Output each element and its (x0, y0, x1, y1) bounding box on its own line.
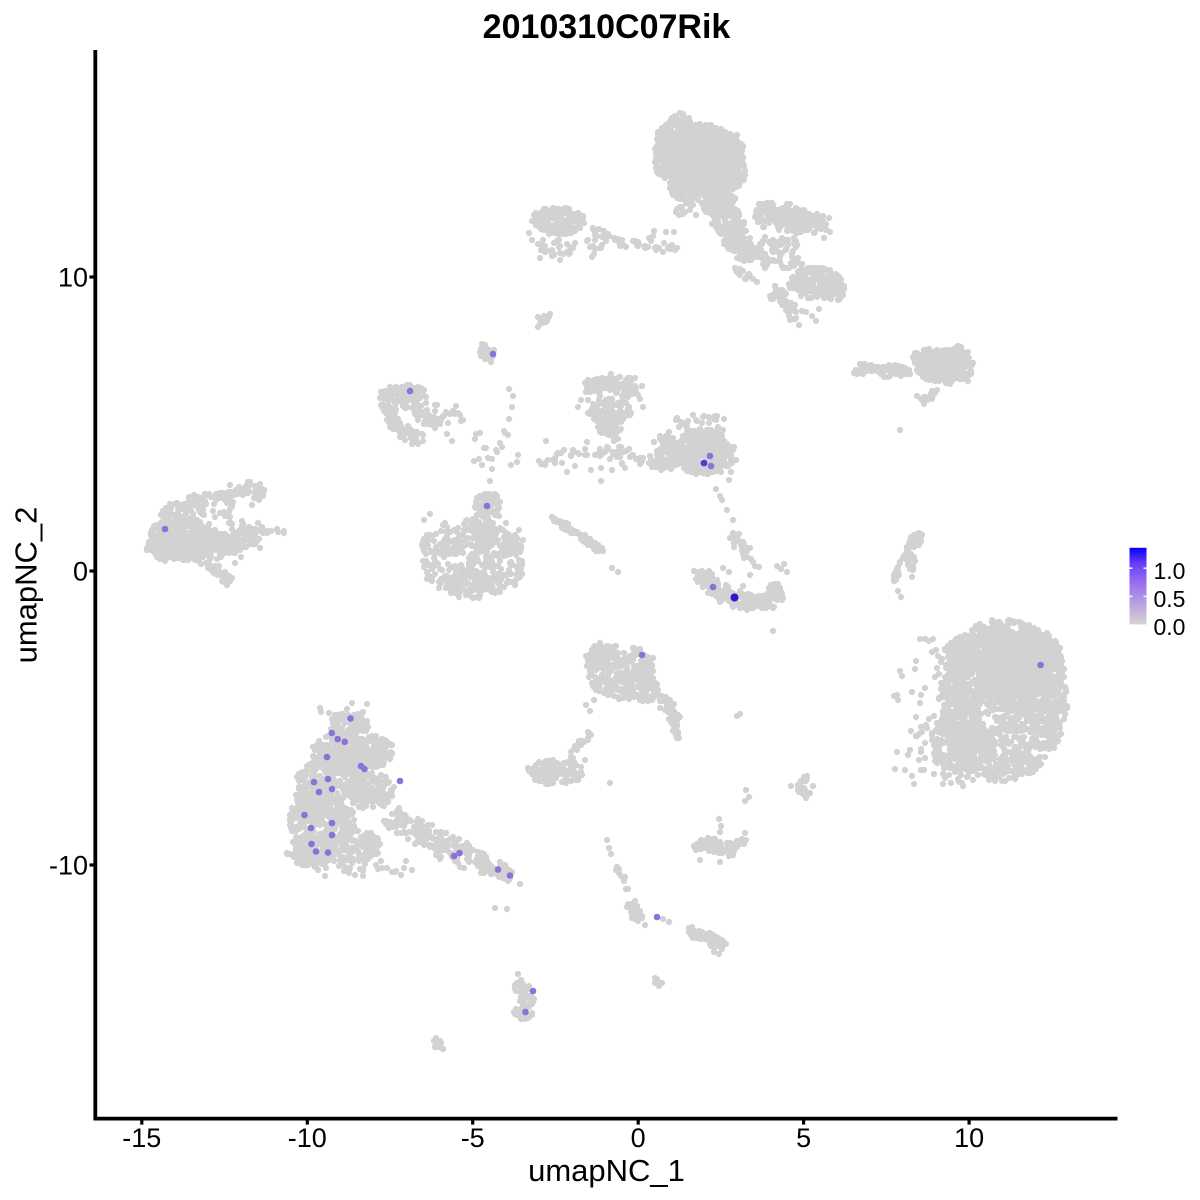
svg-text:-10: -10 (49, 851, 88, 881)
svg-text:-10: -10 (288, 1123, 327, 1153)
svg-text:5: 5 (796, 1123, 811, 1153)
svg-text:0: 0 (73, 557, 88, 587)
svg-text:10: 10 (954, 1123, 984, 1153)
svg-text:1.0: 1.0 (1154, 558, 1186, 584)
svg-text:2010310C07Rik: 2010310C07Rik (483, 8, 731, 46)
svg-text:umapNC_1: umapNC_1 (528, 1153, 685, 1188)
svg-text:0: 0 (631, 1123, 646, 1153)
svg-text:-15: -15 (122, 1123, 161, 1153)
svg-text:0.5: 0.5 (1154, 586, 1186, 612)
svg-text:-5: -5 (461, 1123, 485, 1153)
svg-text:0.0: 0.0 (1154, 614, 1186, 640)
svg-text:umapNC_2: umapNC_2 (9, 507, 44, 664)
svg-text:10: 10 (58, 263, 88, 293)
